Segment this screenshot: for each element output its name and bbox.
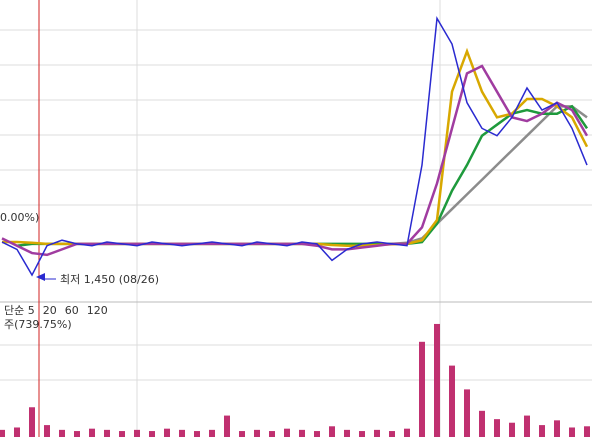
legend-entry: 120 (87, 304, 108, 317)
price-label: 0.00%) (0, 211, 39, 224)
ma-line (391, 105, 588, 246)
low-arrow (36, 273, 45, 281)
legend-entry: 단순 5 (4, 304, 35, 317)
volume-bar (254, 429, 260, 437)
volume-bar (524, 415, 530, 437)
volume-bar (434, 323, 440, 437)
volume-bar (284, 428, 290, 437)
volume-bar (194, 431, 200, 437)
volume-bar (59, 429, 65, 437)
annotation: 최저 1,450 (08/26) (60, 273, 159, 286)
volume-bar (14, 427, 20, 437)
ma-line (16, 104, 589, 247)
volume-bar (329, 426, 335, 437)
volume-bar (224, 415, 230, 437)
volume-bar (389, 431, 395, 437)
volume-label: 주(739.75%) (4, 318, 72, 331)
volume-bar (89, 428, 95, 437)
volume-bar (509, 422, 515, 437)
volume-bar (569, 427, 575, 437)
volume-bar (269, 431, 275, 437)
volume-bar (119, 431, 125, 437)
volume-bar (179, 429, 185, 437)
legend-entry: 60 (65, 304, 79, 317)
volume-bar (464, 389, 470, 437)
price-line (1, 15, 588, 277)
volume-bar (314, 431, 320, 437)
volume-bar (494, 419, 500, 437)
volume-bar (479, 410, 485, 437)
volume-bar (104, 429, 110, 437)
volume-bar (359, 431, 365, 437)
volume-bar (149, 431, 155, 437)
ma-line (2, 47, 589, 247)
volume-bar (449, 365, 455, 437)
volume-bar (74, 431, 80, 437)
volume-bar (419, 341, 425, 437)
legend: 단순 5 20 60 120 (4, 304, 108, 317)
volume-bar (584, 426, 590, 437)
volume-bar (134, 429, 140, 437)
volume-bar (539, 425, 545, 437)
volume-bar (0, 429, 5, 437)
volume-bar (299, 429, 305, 437)
volume-bar (554, 420, 560, 437)
volume-bar (44, 425, 50, 437)
volume-bar (374, 429, 380, 437)
volume-bar (239, 431, 245, 437)
volume-bar (164, 428, 170, 437)
volume-bar (344, 429, 350, 437)
volume-bar (404, 428, 410, 437)
volume-bar (209, 429, 215, 437)
volume-bar (29, 407, 35, 437)
ma-line (1, 64, 589, 257)
legend-entry: 20 (43, 304, 57, 317)
